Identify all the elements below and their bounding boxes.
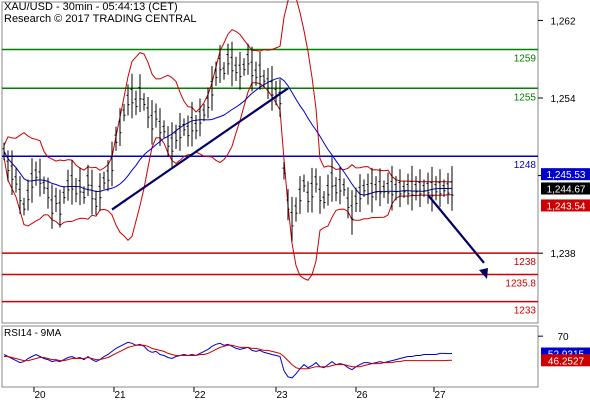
level-label: 1235.8 xyxy=(505,279,536,290)
price-tag: 1,245.53 xyxy=(541,168,590,181)
price-tag-label: 1,243.54 xyxy=(547,201,586,212)
price-axis-tick-label: 1,254 xyxy=(550,94,575,105)
rsi-panel-title: RSI14 - 9MA xyxy=(4,328,62,339)
price-tag-label: 1,244.67 xyxy=(547,184,586,195)
price-axis-tick-label: 1,238 xyxy=(550,249,575,260)
forecast-arrowhead xyxy=(479,268,488,279)
rsi-axis-tick-label: 70 xyxy=(557,332,569,343)
level-label: 1238 xyxy=(514,257,537,268)
x-axis-tick-label: 21 xyxy=(114,390,126,400)
chart-copyright: Research © 2017 TRADING CENTRAL xyxy=(4,13,197,25)
x-axis-tick-label: 26 xyxy=(356,390,368,400)
forecast-arrow-line xyxy=(427,194,485,264)
price-tag-box xyxy=(541,199,590,212)
price-axis-tick-label: 1,262 xyxy=(550,16,575,27)
moving-average-line xyxy=(3,77,453,196)
x-axis-tick-label: 22 xyxy=(194,390,206,400)
upper-band-line xyxy=(3,0,452,183)
level-label: 1233 xyxy=(514,306,537,317)
x-axis-tick-label: 23 xyxy=(276,390,288,400)
rsi-value-tag: 46.2527 xyxy=(541,354,590,367)
price-tag: 1,243.54 xyxy=(541,199,590,212)
price-tag-box xyxy=(541,168,590,181)
price-tag-box xyxy=(541,182,590,195)
level-label: 1255 xyxy=(514,92,537,103)
x-axis-tick-label: 20 xyxy=(34,390,46,400)
level-label: 1259 xyxy=(514,54,537,65)
price-tag-label: 1,245.53 xyxy=(547,170,586,181)
price-panel-frame xyxy=(1,1,539,324)
chart-instrument-title: XAU/USD - 30min - 05:44:13 (CET) xyxy=(4,1,178,13)
rsi-series-line xyxy=(3,341,453,379)
lower-band-line xyxy=(3,82,452,281)
trend-line xyxy=(111,87,289,211)
x-axis-tick-label: 27 xyxy=(434,390,446,400)
rsi-series-line xyxy=(4,344,453,370)
rsi-value-tag-label: 46.2527 xyxy=(548,356,585,367)
rsi-value-tag-box xyxy=(541,354,590,367)
rsi-panel-frame xyxy=(1,325,539,388)
level-label: 1248 xyxy=(514,160,537,171)
price-tag: 1,244.67 xyxy=(541,182,590,195)
